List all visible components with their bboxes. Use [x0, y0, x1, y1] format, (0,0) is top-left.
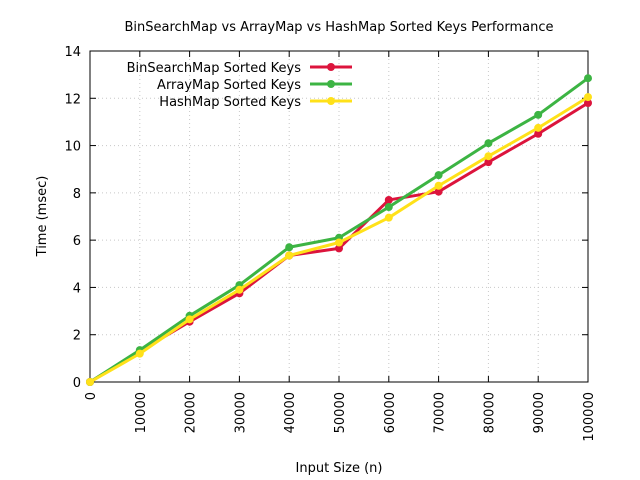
data-point — [534, 129, 543, 138]
y-tick-label: 14 — [64, 45, 81, 60]
axis-ticks: 0 2 4 6 8 10 12 14 0 10000 20000 30000 40000 50000 600… — [64, 45, 597, 442]
data-point — [584, 74, 592, 83]
legend: BinSearchMap Sorted Keys ArrayMap Sorted … — [127, 61, 352, 110]
y-tick-label: 0 — [73, 376, 81, 391]
x-tick-label: 40000 — [283, 392, 298, 433]
data-point — [434, 181, 443, 190]
data-point — [335, 238, 343, 247]
data-point — [584, 93, 592, 102]
y-axis-label: Time (msec) — [35, 176, 50, 258]
legend-label: BinSearchMap Sorted Keys — [127, 61, 302, 76]
y-tick-label: 2 — [73, 329, 81, 344]
y-tick-label: 6 — [73, 234, 81, 249]
legend-swatch-point — [327, 63, 335, 71]
data-point — [434, 171, 443, 180]
x-tick-label: 70000 — [433, 392, 448, 433]
data-point — [384, 203, 393, 212]
y-tick-label: 8 — [73, 187, 81, 202]
legend-label: HashMap Sorted Keys — [159, 95, 301, 110]
x-tick-label: 50000 — [333, 392, 348, 433]
data-point — [484, 139, 493, 148]
data-point — [534, 110, 543, 119]
chart-title: BinSearchMap vs ArrayMap vs HashMap Sort… — [125, 20, 554, 35]
data-point — [335, 244, 343, 253]
legend-label: ArrayMap Sorted Keys — [157, 78, 301, 93]
data-point — [185, 315, 194, 324]
x-tick-label: 0 — [84, 392, 99, 400]
x-axis-label: Input Size (n) — [296, 461, 383, 476]
legend-swatch-point — [327, 97, 335, 105]
x-tick-label: 20000 — [184, 392, 199, 433]
y-tick-label: 10 — [64, 140, 81, 155]
data-point — [434, 187, 443, 196]
y-tick-label: 4 — [73, 281, 81, 296]
data-point — [135, 349, 144, 358]
y-tick-label: 12 — [64, 92, 81, 107]
data-point — [285, 243, 294, 252]
x-tick-label: 100000 — [582, 392, 597, 442]
legend-swatch-point — [327, 80, 335, 88]
data-point — [86, 378, 94, 386]
x-tick-label: 30000 — [233, 392, 248, 433]
series-lines — [86, 74, 592, 386]
x-tick-label: 90000 — [532, 392, 547, 433]
x-tick-label: 60000 — [383, 392, 398, 433]
x-tick-label: 80000 — [482, 392, 497, 433]
data-point — [235, 285, 244, 294]
data-point — [484, 152, 493, 161]
data-point — [584, 99, 592, 108]
data-point — [384, 195, 393, 204]
data-point — [285, 251, 294, 260]
data-point — [534, 123, 543, 132]
data-point — [484, 158, 493, 167]
data-point — [384, 213, 393, 222]
series-3 — [86, 93, 592, 386]
x-tick-label: 10000 — [134, 392, 149, 433]
